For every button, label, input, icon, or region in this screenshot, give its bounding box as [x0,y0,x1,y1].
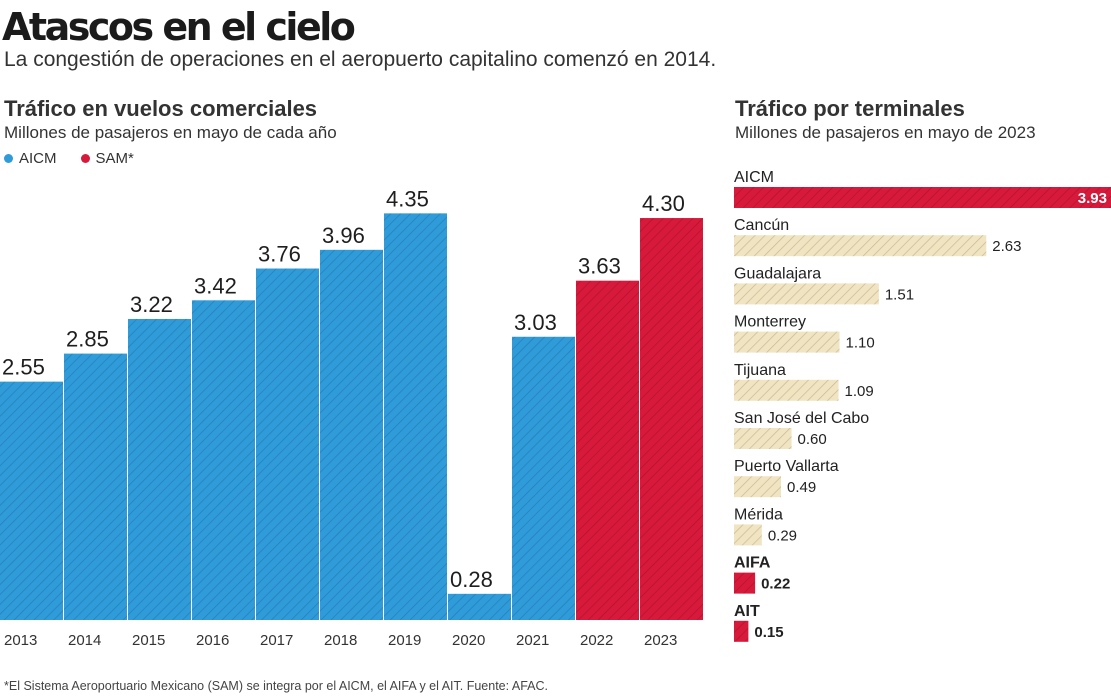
terminal-bar [734,331,840,353]
legend-item-aicm: AICM [4,150,57,167]
value-label-2019: 4.35 [386,186,429,211]
value-label-2017: 3.76 [258,242,301,267]
terminal-value-label: 2.63 [992,238,1021,255]
bar-2014 [64,353,127,620]
terminal-label: Mérida [734,506,783,523]
terminal-value-label: 3.93 [1078,190,1107,207]
legend-label-sam: SAM* [95,150,134,167]
value-label-2016: 3.42 [194,273,237,298]
bar-2022 [576,280,639,620]
x-tick-2013: 2013 [4,632,37,649]
terminal-bar [734,572,756,594]
terminal-bar [734,283,879,305]
left-chart-title: Tráfico en vuelos comerciales [4,96,318,121]
x-tick-2017: 2017 [260,632,293,649]
bar-2020 [448,593,511,620]
legend-swatch-sam [80,154,90,163]
right-chart-title: Tráfico por terminales [735,96,965,121]
terminal-value-label: 0.60 [798,431,827,448]
bar-2016 [192,300,255,620]
value-label-2022: 3.63 [578,254,621,279]
x-tick-2014: 2014 [68,632,101,649]
bar-2017 [256,268,319,620]
bar-2018 [320,249,383,620]
bar-2015 [128,319,191,620]
terminal-label: Cancún [734,217,789,234]
x-tick-2019: 2019 [388,632,421,649]
terminal-label: AICM [734,169,774,186]
terminal-bar [734,235,987,257]
terminal-value-label: 1.10 [846,335,875,352]
chart-subtitle: La congestión de operaciones en el aerop… [4,48,717,71]
x-tick-2022: 2022 [580,632,613,649]
terminal-label: AIT [734,603,760,620]
legend-item-sam: SAM* [80,150,134,167]
x-tick-2021: 2021 [516,632,549,649]
bar-2019 [384,213,447,620]
x-tick-2016: 2016 [196,632,229,649]
terminal-value-label: 0.22 [761,576,790,593]
legend-label-aicm: AICM [19,150,57,167]
bar-2023 [640,218,703,621]
right-chart-subtitle: Millones de pasajeros en mayo de 2023 [735,123,1036,142]
terminal-label: Tijuana [734,362,786,379]
terminal-label: San José del Cabo [734,410,869,427]
terminal-bar [734,476,782,498]
value-label-2023: 4.30 [642,191,685,216]
legend: AICM SAM* [4,150,158,167]
footnote: *El Sistema Aeroportuario Mexicano (SAM)… [4,679,548,693]
terminal-value-label: 1.09 [845,383,874,400]
terminal-label: AIFA [734,555,771,572]
value-label-2013: 2.55 [2,355,45,380]
terminal-value-label: 0.15 [754,624,783,641]
value-label-2020: 0.28 [450,567,493,592]
x-tick-2020: 2020 [452,632,485,649]
terminal-label: Guadalajara [734,265,821,282]
legend-swatch-aicm [4,154,13,163]
vertical-bar-chart: 2.55 2013 2.85 2014 3.22 2015 3.42 2016 3.76 2017… [0,186,703,649]
terminal-label: Monterrey [734,314,806,331]
terminal-label: Puerto Vallarta [734,458,839,475]
chart-title: Atascos en el cielo [2,5,356,49]
value-label-2018: 3.96 [322,223,365,248]
terminal-value-label: 0.49 [787,479,816,496]
horizontal-bar-chart: AICM 3.93 Cancún 2.63 Guadalajara 1.51 Monterr… [734,169,1111,642]
terminal-value-label: 1.51 [885,286,914,303]
terminal-value-label: 0.29 [768,527,797,544]
terminal-bar [734,620,749,642]
value-label-2015: 3.22 [130,292,173,317]
left-chart-subtitle: Millones de pasajeros en mayo de cada añ… [4,123,337,142]
terminal-bar [734,379,839,401]
value-label-2014: 2.85 [66,327,109,352]
bar-2021 [512,336,575,620]
bar-2013 [0,381,63,620]
terminal-bar [734,428,792,449]
terminal-bar [734,187,1111,208]
terminal-bar [734,524,762,546]
x-tick-2023: 2023 [644,632,677,649]
x-tick-2018: 2018 [324,632,357,649]
x-tick-2015: 2015 [132,632,165,649]
value-label-2021: 3.03 [514,310,557,335]
